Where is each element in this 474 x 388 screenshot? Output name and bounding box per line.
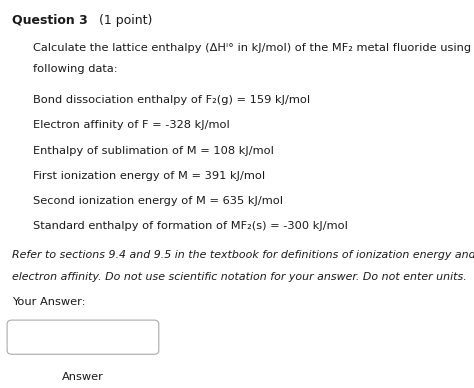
Text: Your Answer:: Your Answer: xyxy=(12,297,85,307)
Text: Second ionization energy of M = 635 kJ/mol: Second ionization energy of M = 635 kJ/m… xyxy=(33,196,283,206)
Text: Enthalpy of sublimation of M = 108 kJ/mol: Enthalpy of sublimation of M = 108 kJ/mo… xyxy=(33,146,274,156)
Text: Refer to sections 9.4 and 9.5 in the textbook for definitions of ionization ener: Refer to sections 9.4 and 9.5 in the tex… xyxy=(12,250,474,260)
Text: Electron affinity of F = -328 kJ/mol: Electron affinity of F = -328 kJ/mol xyxy=(33,120,230,130)
Text: following data:: following data: xyxy=(33,64,118,74)
Text: Answer: Answer xyxy=(62,372,104,382)
Text: (1 point): (1 point) xyxy=(95,14,152,27)
Text: Question 3: Question 3 xyxy=(12,14,88,27)
Text: First ionization energy of M = 391 kJ/mol: First ionization energy of M = 391 kJ/mo… xyxy=(33,171,265,181)
Text: electron affinity. Do not use scientific notation for your answer. Do not enter : electron affinity. Do not use scientific… xyxy=(12,272,466,282)
Text: Standard enthalpy of formation of MF₂(s) = -300 kJ/mol: Standard enthalpy of formation of MF₂(s)… xyxy=(33,221,348,231)
FancyBboxPatch shape xyxy=(7,320,159,354)
Text: Calculate the lattice enthalpy (ΔHᴵ° in kJ/mol) of the MF₂ metal fluoride using : Calculate the lattice enthalpy (ΔHᴵ° in … xyxy=(33,43,474,53)
Text: Bond dissociation enthalpy of F₂(g) = 159 kJ/mol: Bond dissociation enthalpy of F₂(g) = 15… xyxy=(33,95,310,105)
